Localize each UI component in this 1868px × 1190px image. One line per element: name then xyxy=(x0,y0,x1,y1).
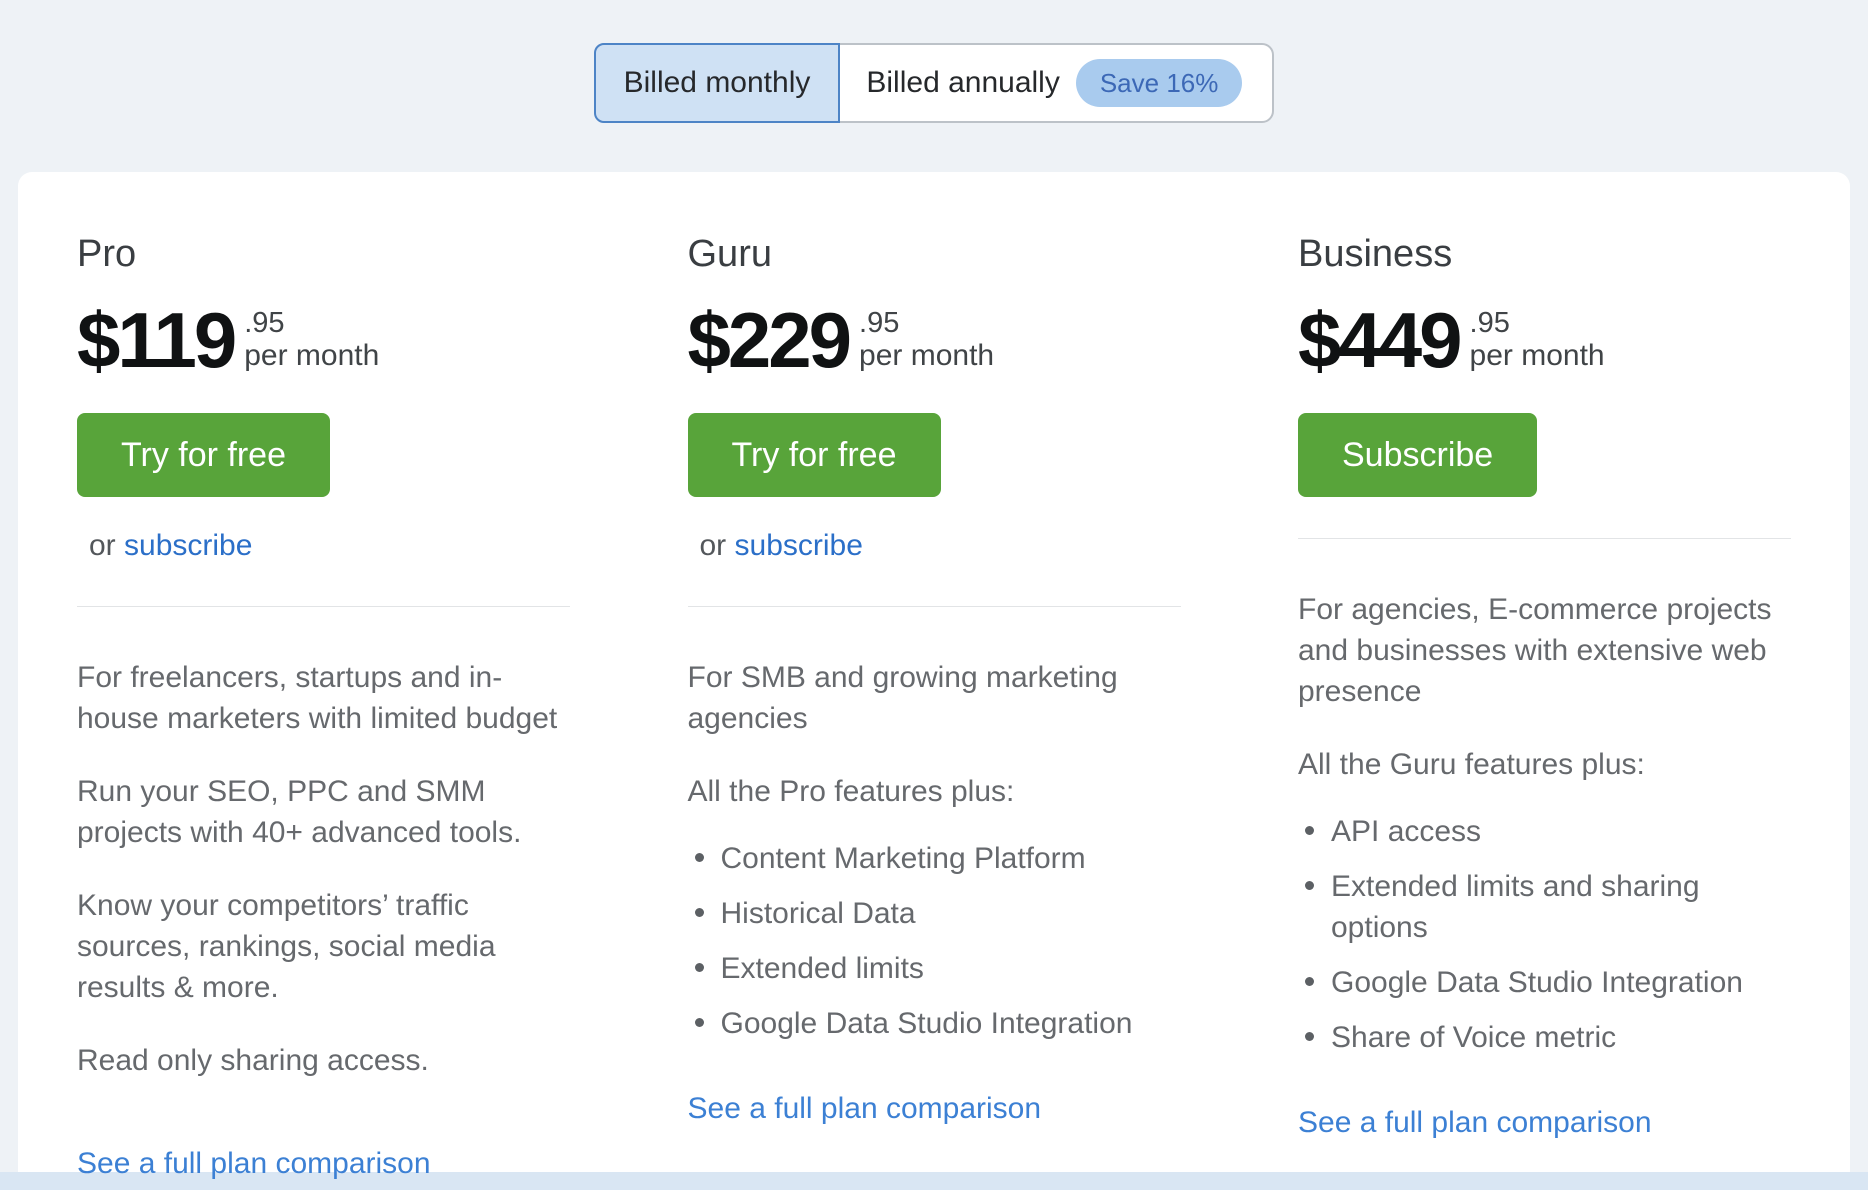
price-period: per month xyxy=(859,339,995,372)
billed-annually-tab[interactable]: Billed annually Save 16% xyxy=(840,45,1272,121)
feature-item: Extended limits and sharing options xyxy=(1298,866,1791,948)
or-subscribe-row: or subscribe xyxy=(688,525,1181,566)
features-intro: All the Guru features plus: xyxy=(1298,748,1645,781)
plan-description: Know your competitors’ traffic sources, … xyxy=(77,889,496,1004)
features-list: API access Extended limits and sharing o… xyxy=(1298,811,1791,1058)
plan-comparison-link[interactable]: See a full plan comparison xyxy=(77,1147,431,1180)
price-dollars: $449 xyxy=(1298,296,1463,384)
divider xyxy=(77,606,570,607)
plan-price: $449 .95 per month xyxy=(1298,296,1791,384)
plan-price: $229 .95 per month xyxy=(687,296,1181,384)
feature-item: Google Data Studio Integration xyxy=(1298,962,1791,1003)
price-side: .95 per month xyxy=(244,307,379,373)
subscribe-link[interactable]: subscribe xyxy=(734,529,863,562)
subscribe-link[interactable]: subscribe xyxy=(124,529,253,562)
price-side: .95 per month xyxy=(1470,307,1605,373)
billing-toggle-wrap: Billed monthly Billed annually Save 16% xyxy=(0,0,1868,123)
price-dollars: $229 xyxy=(687,296,853,384)
price-period: per month xyxy=(1469,339,1605,372)
features-intro: All the Pro features plus: xyxy=(687,775,1015,808)
plan-comparison-link[interactable]: See a full plan comparison xyxy=(1298,1106,1652,1139)
plan-column-guru: Guru $229 .95 per month Try for free or … xyxy=(687,232,1181,1184)
bottom-section-strip xyxy=(0,1172,1868,1190)
plan-description: Run your SEO, PPC and SMM projects with … xyxy=(77,775,522,849)
feature-item: Content Marketing Platform xyxy=(688,838,1181,879)
plan-description: Read only sharing access. xyxy=(77,1044,429,1077)
price-cents: .95 xyxy=(244,307,285,339)
or-label: or xyxy=(699,529,727,562)
feature-item: API access xyxy=(1298,811,1791,852)
price-side: .95 per month xyxy=(859,307,994,373)
or-label: or xyxy=(89,529,116,562)
price-cents: .95 xyxy=(859,307,900,339)
divider xyxy=(687,606,1181,607)
feature-item: Google Data Studio Integration xyxy=(688,1003,1181,1044)
features-list: Content Marketing Platform Historical Da… xyxy=(688,838,1181,1044)
save-badge: Save 16% xyxy=(1075,59,1243,107)
feature-item: Extended limits xyxy=(688,948,1181,989)
billed-monthly-label: Billed monthly xyxy=(623,66,811,99)
plan-name: Business xyxy=(1298,233,1453,275)
price-period: per month xyxy=(244,339,380,372)
plan-price: $119 .95 per month xyxy=(77,296,570,384)
plan-description: For agencies, E-commerce projects and bu… xyxy=(1298,593,1772,708)
or-subscribe-row: or subscribe xyxy=(77,525,570,566)
feature-item: Share of Voice metric xyxy=(1298,1017,1791,1058)
divider xyxy=(1298,538,1791,539)
plan-comparison-link[interactable]: See a full plan comparison xyxy=(687,1092,1042,1125)
subscribe-button[interactable]: Subscribe xyxy=(1298,413,1538,497)
plan-description: For freelancers, startups and in-house m… xyxy=(77,661,558,735)
try-for-free-button[interactable]: Try for free xyxy=(687,413,941,497)
plan-description: For SMB and growing marketing agencies xyxy=(687,661,1118,735)
pricing-card: Pro $119 .95 per month Try for free or s… xyxy=(18,172,1850,1180)
price-dollars: $119 xyxy=(77,296,237,384)
billed-annually-label: Billed annually xyxy=(866,66,1060,99)
price-cents: .95 xyxy=(1469,307,1510,339)
feature-item: Historical Data xyxy=(688,893,1181,934)
plan-columns: Pro $119 .95 per month Try for free or s… xyxy=(77,232,1791,1184)
billed-monthly-tab[interactable]: Billed monthly xyxy=(593,43,841,123)
plan-column-business: Business $449 .95 per month Subscribe Fo… xyxy=(1298,232,1791,1184)
billing-toggle: Billed monthly Billed annually Save 16% xyxy=(593,43,1275,123)
try-for-free-button[interactable]: Try for free xyxy=(77,413,330,497)
plan-column-pro: Pro $119 .95 per month Try for free or s… xyxy=(77,232,570,1184)
plan-name: Pro xyxy=(77,233,137,275)
plan-name: Guru xyxy=(687,233,772,275)
